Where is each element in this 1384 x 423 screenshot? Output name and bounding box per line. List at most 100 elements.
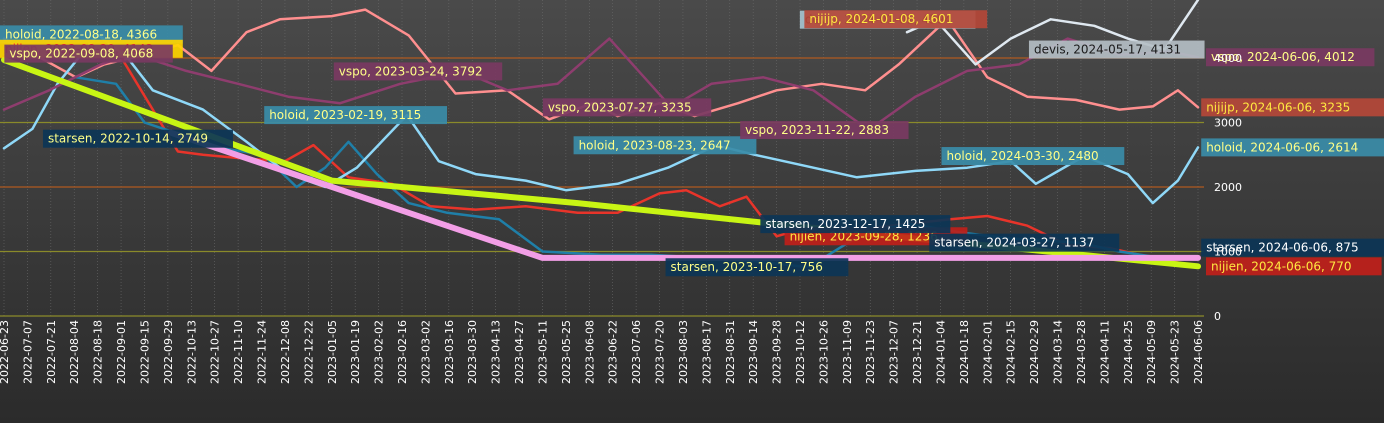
x-tick-label: 2023-11-09 <box>841 320 854 384</box>
x-tick-label: 2023-07-06 <box>630 320 643 384</box>
data-label-bg <box>740 121 909 140</box>
x-tick-label: 2022-07-21 <box>45 320 58 384</box>
x-tick-label: 2022-08-04 <box>68 320 81 384</box>
data-label: nijijp, 2024-01-08, 4601 <box>804 10 988 29</box>
data-label-text: nijien, 2024-06-06, 770 <box>1211 259 1352 273</box>
data-label-text: nijijp, 2024-01-08, 4601 <box>809 12 953 26</box>
data-label-text: holoid, 2023-08-23, 2647 <box>579 138 731 152</box>
data-label-text: starsen, 2023-12-17, 1425 <box>765 217 925 231</box>
data-label: starsen, 2023-12-17, 1425 <box>760 215 951 234</box>
x-axis-ticks: 2022-06-23 2022-07-07 2022-07-21 2022-08-04… <box>0 320 1205 384</box>
x-tick-label: 2023-01-05 <box>326 320 339 384</box>
x-tick-label: 2023-02-16 <box>396 320 409 384</box>
data-label: holoid, 2023-08-23, 2647 <box>573 136 757 155</box>
data-label-bg <box>665 258 849 277</box>
x-tick-label: 2023-12-07 <box>888 320 901 384</box>
y-tick-label: 1000 <box>1214 246 1242 259</box>
x-tick-label: 2023-02-02 <box>373 320 386 384</box>
y-tick-label: 0 <box>1214 310 1221 323</box>
x-tick-label: 2024-02-15 <box>1005 320 1018 384</box>
data-label-bg <box>1201 238 1384 257</box>
x-tick-label: 2024-01-04 <box>934 320 947 384</box>
x-tick-label: 2024-06-06 <box>1192 320 1205 384</box>
x-tick-label: 2023-10-26 <box>817 320 830 384</box>
x-tick-label: 2023-09-14 <box>747 320 760 384</box>
data-label: starsen, 2023-10-17, 756 <box>665 258 849 277</box>
x-tick-label: 2024-03-14 <box>1052 320 1065 384</box>
x-tick-label: 2023-08-03 <box>677 320 690 384</box>
x-tick-label: 2022-08-18 <box>92 320 105 384</box>
data-label-text: vspo, 2023-07-27, 3235 <box>548 100 692 114</box>
data-label: starsen, 2024-06-06, 875 <box>1201 238 1384 257</box>
x-tick-label: 2023-05-11 <box>536 320 549 384</box>
data-label-bg <box>1028 40 1205 59</box>
x-tick-label: 2023-10-12 <box>794 320 807 384</box>
data-label-text: holoid, 2022-08-18, 4366 <box>5 27 157 41</box>
data-label: nijijp, 2024-06-06, 3235 <box>1201 98 1384 117</box>
data-label: holoid, 2024-06-06, 2614 <box>1201 138 1384 157</box>
data-label-text: starsen, 2024-03-27, 1137 <box>934 236 1094 250</box>
data-label: starsen, 2024-03-27, 1137 <box>929 233 1120 252</box>
data-label-text: vspo, 2024-06-06, 4012 <box>1211 50 1355 64</box>
x-tick-label: 2024-03-28 <box>1075 320 1088 384</box>
data-label: holoid, 2024-03-30, 2480 <box>941 147 1125 166</box>
reference-lines <box>0 57 1204 317</box>
series-line <box>2 33 1200 205</box>
data-label-bg <box>1206 257 1382 276</box>
data-label-bg <box>1201 138 1384 157</box>
data-label: vspo, 2023-03-24, 3792 <box>333 62 503 81</box>
x-tick-label: 2024-05-09 <box>1145 320 1158 384</box>
data-label-text: holoid, 2024-03-30, 2480 <box>946 149 1098 163</box>
x-tick-label: 2024-02-29 <box>1028 320 1041 384</box>
x-tick-label: 2023-03-16 <box>443 320 456 384</box>
x-tick-label: 2022-09-29 <box>162 320 175 384</box>
data-label-bg <box>264 106 448 125</box>
series-line <box>78 47 1200 268</box>
data-label: vspo, 2023-07-27, 3235 <box>542 98 712 117</box>
data-label-bg <box>760 215 951 234</box>
x-tick-label: 2022-06-23 <box>0 320 11 384</box>
data-label-text: starsen, 2022-10-14, 2749 <box>48 132 208 146</box>
x-tick-label: 2024-04-25 <box>1122 320 1135 384</box>
data-label-text: holoid, 2023-02-19, 3115 <box>269 108 421 122</box>
series-line <box>2 37 1200 132</box>
data-labels: holoid, 2022-08-18, 4366nijien, 2022-08-… <box>0 10 1384 277</box>
x-tick-label: 2024-02-01 <box>981 320 994 384</box>
data-label-text: devis, 2024-05-17, 4131 <box>1034 43 1181 57</box>
x-tick-label: 2023-03-30 <box>466 320 479 384</box>
x-tick-label: 2023-08-31 <box>724 320 737 384</box>
x-tick-label: 2023-06-22 <box>607 320 620 384</box>
x-tick-label: 2022-09-01 <box>115 320 128 384</box>
series-line <box>168 129 1201 261</box>
data-label: vspo, 2022-09-08, 4068 <box>4 44 173 63</box>
x-tick-label: 2023-09-28 <box>771 320 784 384</box>
data-label-bg <box>4 44 173 63</box>
x-tick-label: 2022-12-22 <box>302 320 315 384</box>
data-label-text: starsen, 2023-10-17, 756 <box>671 260 823 274</box>
x-tick-label: 2023-04-27 <box>513 320 526 384</box>
data-label-bg <box>804 10 988 29</box>
data-label-text: holoid, 2024-06-06, 2614 <box>1206 140 1358 154</box>
data-label-bg <box>0 25 183 44</box>
x-tick-label: 2022-10-13 <box>185 320 198 384</box>
x-tick-label: 2023-07-20 <box>654 320 667 384</box>
y-tick-label: 4000 <box>1214 52 1242 65</box>
data-label-text: vspo, 2023-11-22, 2883 <box>745 123 889 137</box>
data-label-text: nijijp, 2024-06-06, 3235 <box>1206 100 1350 114</box>
data-label-text: vspo, 2022-09-08, 4068 <box>9 47 153 61</box>
x-tick-label: 2023-06-08 <box>583 320 596 384</box>
data-label: holoid, 2023-02-19, 3115 <box>264 106 448 125</box>
data-label: vspo, 2024-06-06, 4012 <box>1206 48 1375 67</box>
x-tick-label: 2023-03-02 <box>419 320 432 384</box>
data-label-text: vspo, 2023-03-24, 3792 <box>339 64 483 78</box>
x-tick-label: 2024-05-23 <box>1169 320 1182 384</box>
x-tick-label: 2023-08-17 <box>700 320 713 384</box>
x-tick-label: 2022-11-24 <box>256 320 269 384</box>
data-label: holoid, 2022-08-18, 4366 <box>0 25 183 44</box>
y-tick-label: 3000 <box>1214 117 1242 130</box>
data-label-text: starsen, 2024-06-06, 875 <box>1206 241 1358 255</box>
x-tick-label: 2024-01-18 <box>958 320 971 384</box>
x-tick-label: 2023-12-21 <box>911 320 924 384</box>
x-tick-label: 2023-05-25 <box>560 320 573 384</box>
data-label-bg <box>1201 98 1384 117</box>
